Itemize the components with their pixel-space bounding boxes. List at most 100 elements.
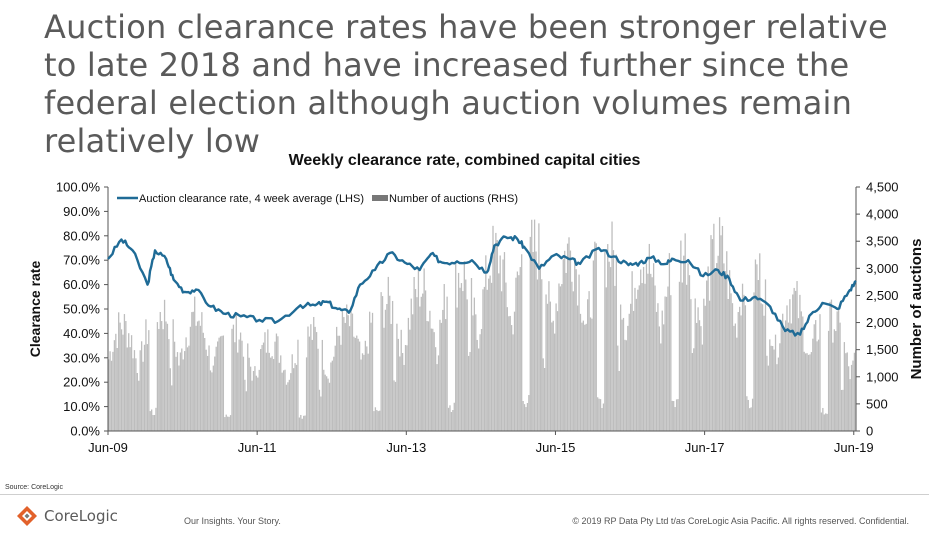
auction-bar	[261, 345, 263, 431]
auction-bar	[391, 300, 394, 431]
auction-bar	[618, 370, 620, 431]
auction-bar	[779, 343, 781, 431]
auction-bar	[239, 332, 242, 431]
auction-bar	[574, 261, 576, 431]
corelogic-logo: CoreLogic	[16, 505, 118, 527]
auction-bar	[272, 359, 275, 431]
auction-bar	[519, 267, 521, 431]
auction-bar	[571, 281, 573, 431]
auction-bar	[796, 281, 798, 431]
auction-bar	[700, 326, 702, 431]
auction-bar	[432, 328, 434, 431]
auction-bar	[446, 296, 448, 431]
auction-bar	[822, 407, 824, 431]
auction-bar	[248, 357, 250, 431]
auction-bar	[827, 330, 830, 431]
auction-bar	[506, 307, 508, 431]
auction-bar	[723, 263, 725, 431]
auction-bar	[427, 321, 430, 431]
auction-bar	[402, 353, 404, 431]
auction-bar	[741, 283, 744, 431]
auction-bar	[417, 269, 420, 431]
auction-bar	[661, 310, 663, 431]
auction-bar	[658, 326, 661, 431]
auction-bar	[215, 346, 217, 431]
auction-bar	[172, 319, 174, 431]
auction-bar	[459, 287, 461, 431]
auction-bar	[348, 326, 351, 431]
auction-bar	[523, 404, 526, 431]
auction-bar	[480, 328, 483, 431]
auction-bar	[216, 341, 219, 431]
auction-bar	[823, 414, 825, 431]
auction-bar	[194, 296, 196, 431]
auction-bar	[721, 225, 724, 431]
auction-bar	[624, 339, 626, 431]
auction-bar	[278, 362, 280, 431]
auction-bar	[139, 350, 141, 431]
auction-bar	[404, 345, 407, 431]
auction-bar	[423, 268, 425, 431]
auction-bar	[334, 345, 336, 431]
auction-bar	[420, 296, 422, 431]
auction-bar	[757, 280, 759, 431]
auction-bar	[516, 271, 519, 431]
auction-bar	[294, 363, 296, 431]
auction-bar	[663, 324, 665, 431]
auction-bar	[753, 292, 755, 431]
auction-bar	[589, 317, 592, 431]
auction-bar	[744, 305, 747, 431]
auction-bar	[837, 308, 840, 431]
y-left-tick-label: 0.0%	[70, 424, 100, 439]
auction-bar	[303, 415, 305, 431]
auction-bar	[142, 361, 144, 431]
auction-bar	[338, 335, 341, 431]
auction-bar	[674, 407, 676, 431]
auction-bar	[206, 355, 209, 431]
auction-bar	[819, 314, 821, 431]
auction-bar	[173, 341, 176, 431]
y-left-tick-label: 70.0%	[63, 253, 100, 268]
auction-bar	[450, 412, 453, 431]
auction-bar	[812, 338, 814, 431]
auction-bar	[579, 313, 582, 431]
auction-bar	[449, 405, 451, 431]
auction-bar	[231, 328, 233, 431]
auction-bar	[179, 352, 181, 431]
auction-bar	[113, 340, 116, 431]
auction-bar	[807, 354, 810, 431]
auction-bar	[140, 341, 143, 431]
auction-bar	[552, 320, 554, 431]
auction-bar	[625, 340, 628, 431]
auction-bar	[713, 223, 715, 431]
auction-bar	[754, 259, 757, 431]
auction-bar	[168, 339, 170, 431]
auction-bar	[470, 278, 473, 431]
auction-bar	[370, 322, 372, 431]
auction-bar	[817, 339, 820, 431]
auction-bar	[786, 305, 788, 431]
auction-bar	[592, 260, 595, 431]
auction-bar	[522, 400, 524, 431]
auction-bar	[110, 360, 113, 431]
auction-bar	[693, 348, 695, 431]
auction-bar	[840, 389, 843, 431]
auction-bar	[503, 252, 506, 431]
auction-bar	[219, 336, 222, 431]
auction-bar	[650, 273, 652, 431]
auction-bar	[366, 346, 368, 431]
y-right-tick-label: 4,000	[866, 207, 899, 222]
auction-bar	[462, 291, 464, 431]
auction-bar	[495, 232, 497, 431]
auction-bar	[191, 312, 193, 431]
auction-bar	[379, 410, 381, 431]
auction-bar	[776, 364, 778, 431]
clearance-rate-chart: 0.0% 10.0% 20.0% 30.0% 40.0% 50.0% 60.0% 70.0% 8…	[27, 180, 925, 456]
auction-bar	[835, 331, 837, 431]
auction-bar	[806, 353, 808, 431]
auction-bar	[556, 311, 559, 431]
y-right-tick-label: 2,000	[866, 315, 899, 330]
auction-bar	[500, 291, 503, 431]
auction-bar	[377, 411, 379, 431]
logo-wordmark: CoreLogic	[44, 507, 118, 525]
